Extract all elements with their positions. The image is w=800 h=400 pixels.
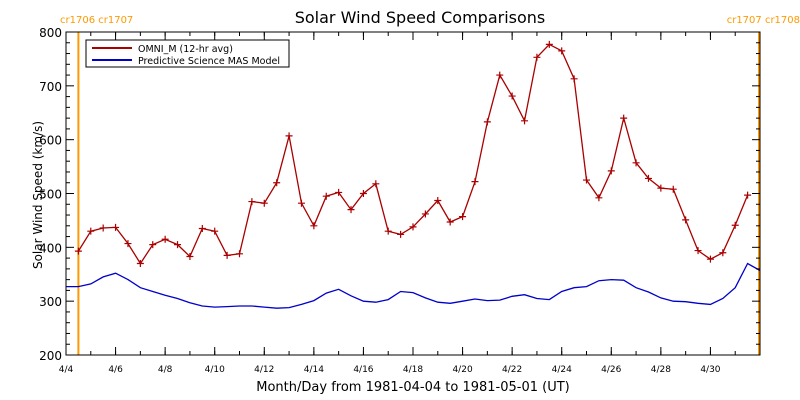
data-point [198,224,206,232]
data-point [434,196,442,204]
data-point [186,252,194,260]
data-point [223,251,231,259]
data-point [174,241,182,249]
data-point [595,194,603,202]
data-point [285,132,293,140]
y-tick-label: 500 [39,188,62,202]
legend-entry: Predictive Science MAS Model [138,56,280,67]
data-point [372,180,380,188]
legend: OMNI_M (12-hr avg)Predictive Science MAS… [85,39,290,68]
data-point [397,230,405,238]
data-point [161,235,169,243]
data-point [310,222,318,230]
data-point [731,221,739,229]
data-point [112,223,120,231]
data-point [508,92,516,100]
data-point [87,227,95,235]
data-point [446,218,454,226]
data-point [297,199,305,207]
y-tick-label: 700 [39,80,62,94]
data-point [496,71,504,79]
data-point [74,247,82,255]
data-point [384,227,392,235]
data-point [706,255,714,263]
x-tick-label: 4/24 [552,365,572,375]
plot-frame [65,31,761,356]
data-point [149,241,157,249]
x-tick-label: 4/26 [601,365,621,375]
chart-title: Solar Wind Speed Comparisons [295,8,546,27]
y-tick-label: 400 [39,241,62,255]
x-tick-label: 4/20 [452,365,472,375]
data-point [558,47,566,55]
y-tick-label: 300 [39,295,62,309]
data-point [248,198,256,206]
data-point [607,167,615,175]
data-point [620,114,628,122]
carrington-label: cr1706 cr1707 [60,15,133,26]
data-point [483,118,491,126]
data-point [273,179,281,187]
data-point [657,184,665,192]
series-line-2 [66,262,761,309]
data-point [99,224,107,232]
y-tick-label: 200 [39,349,62,363]
x-tick-label: 4/10 [205,365,225,375]
data-point [669,185,677,193]
data-point [744,191,752,199]
data-point [694,247,702,255]
x-tick-label: 4/16 [353,365,373,375]
data-point [421,210,429,218]
data-point [136,259,144,267]
x-tick-label: 4/18 [403,365,423,375]
y-tick-label: 800 [39,26,62,40]
data-point [471,178,479,186]
data-point [335,188,343,196]
data-point [124,240,132,248]
data-point [719,249,727,257]
x-tick-label: 4/4 [59,365,74,375]
data-point [459,213,467,221]
data-point [347,206,355,214]
data-point [322,192,330,200]
x-tick-label: 4/22 [502,365,522,375]
x-tick-label: 4/14 [304,365,324,375]
series-layer [66,40,761,309]
data-point [260,199,268,207]
data-point [570,75,578,83]
data-point [583,176,590,184]
data-point [545,40,553,48]
x-tick-label: 4/8 [158,365,173,375]
x-tick-label: 4/6 [108,365,123,375]
x-axis-label: Month/Day from 1981-04-04 to 1981-05-01 … [256,380,569,395]
x-tick-label: 4/30 [700,365,720,375]
x-tick-label: 4/28 [651,365,671,375]
data-point [644,174,652,182]
x-tick-label: 4/12 [254,365,274,375]
data-point [533,53,541,61]
data-point [682,216,690,224]
axes: 200 300 400 500 600 700 800 4/4 4/6 4/8 4/10 4/12 4/… [39,26,761,375]
data-point [236,250,243,258]
series-line-1 [77,43,749,265]
legend-box [85,39,290,68]
carrington-label: cr1707 cr1708 [727,15,800,26]
data-point [632,159,640,167]
data-point [409,223,417,231]
legend-entry: OMNI_M (12-hr avg) [138,44,233,55]
y-tick-label: 600 [39,134,62,148]
y-axis-label: Solar Wind Speed (km/s) [31,121,45,269]
data-point [359,190,367,197]
data-point [521,117,529,125]
data-point [211,227,219,235]
